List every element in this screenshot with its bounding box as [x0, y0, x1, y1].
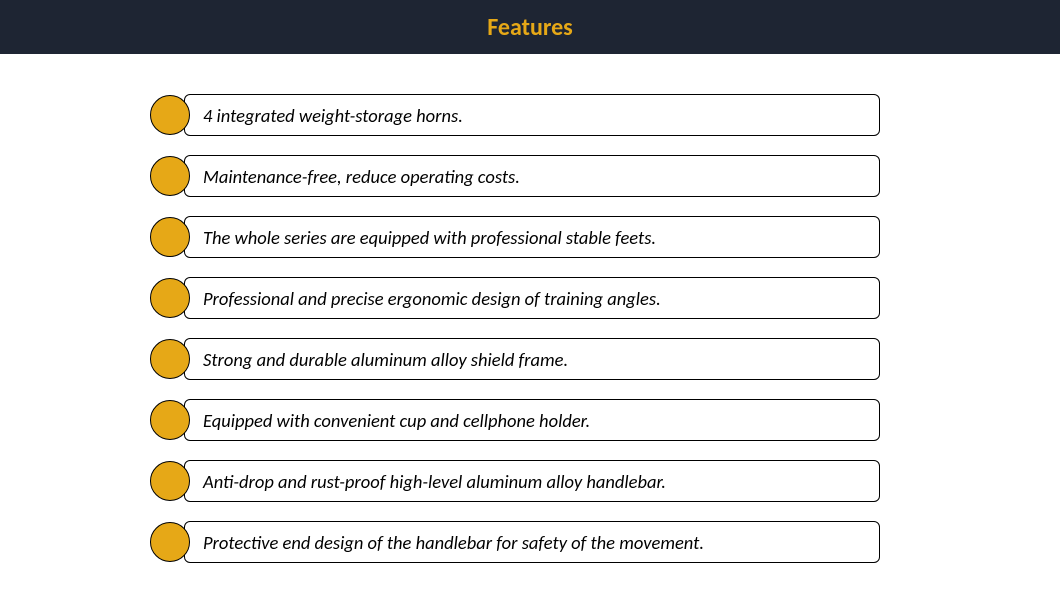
bullet-icon: [150, 522, 190, 562]
feature-row: Anti-drop and rust-proof high-level alum…: [150, 460, 880, 502]
feature-row: Protective end design of the handlebar f…: [150, 521, 880, 563]
bullet-icon: [150, 461, 190, 501]
bullet-icon: [150, 400, 190, 440]
bullet-icon: [150, 156, 190, 196]
feature-text: Equipped with convenient cup and cellpho…: [184, 399, 880, 441]
feature-row: Equipped with convenient cup and cellpho…: [150, 399, 880, 441]
feature-row: The whole series are equipped with profe…: [150, 216, 880, 258]
feature-row: 4 integrated weight-storage horns.: [150, 94, 880, 136]
bullet-icon: [150, 339, 190, 379]
feature-row: Maintenance-free, reduce operating costs…: [150, 155, 880, 197]
feature-text: The whole series are equipped with profe…: [184, 216, 880, 258]
feature-text: Strong and durable aluminum alloy shield…: [184, 338, 880, 380]
feature-text: Professional and precise ergonomic desig…: [184, 277, 880, 319]
bullet-icon: [150, 217, 190, 257]
feature-row: Strong and durable aluminum alloy shield…: [150, 338, 880, 380]
features-list: 4 integrated weight-storage horns. Maint…: [0, 54, 1060, 563]
header-bar: Features: [0, 0, 1060, 54]
bullet-icon: [150, 278, 190, 318]
feature-row: Professional and precise ergonomic desig…: [150, 277, 880, 319]
feature-text: 4 integrated weight-storage horns.: [184, 94, 880, 136]
feature-text: Anti-drop and rust-proof high-level alum…: [184, 460, 880, 502]
feature-text: Protective end design of the handlebar f…: [184, 521, 880, 563]
header-title: Features: [487, 13, 573, 42]
bullet-icon: [150, 95, 190, 135]
feature-text: Maintenance-free, reduce operating costs…: [184, 155, 880, 197]
